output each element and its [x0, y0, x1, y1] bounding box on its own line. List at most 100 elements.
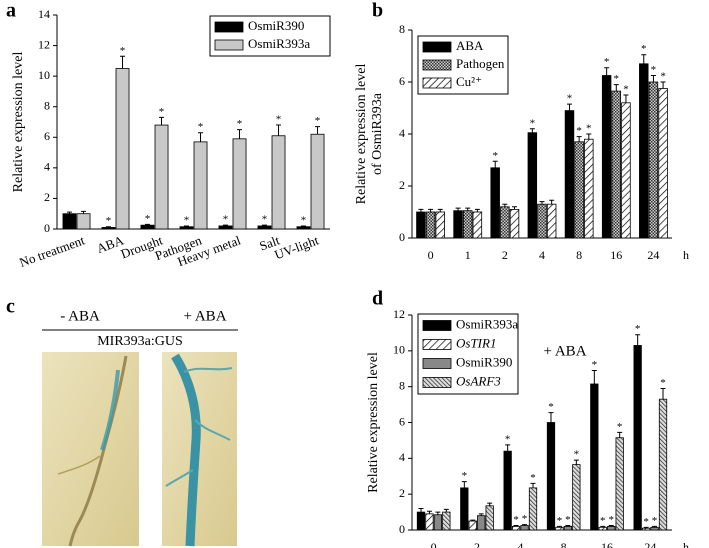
error-bar: [470, 519, 476, 522]
y-tick-label: 0: [399, 522, 405, 536]
x-tick-label: 24: [644, 540, 656, 548]
significance-mark: *: [641, 43, 647, 55]
legend-label: OsmiR390: [456, 354, 512, 369]
legend-swatch: [422, 77, 452, 89]
x-axis-label: h: [683, 540, 689, 548]
legend-label: OsmiR393a: [456, 316, 518, 331]
x-tick-label: Salt: [257, 232, 281, 253]
error-bar: [549, 199, 555, 205]
error-bar: [81, 210, 87, 214]
x-axis-label: h: [683, 248, 689, 262]
x-tick-label: 1: [465, 248, 471, 262]
y-tick-label: 0: [399, 230, 405, 244]
error-bar: [635, 334, 641, 346]
bar: [584, 138, 594, 239]
bar: [503, 450, 512, 531]
significance-mark: *: [522, 513, 528, 525]
bar: [490, 167, 500, 239]
error-bar: [513, 525, 519, 527]
error-bar: [237, 129, 243, 139]
x-tick-label: 16: [601, 540, 613, 548]
x-tick-label: 2: [474, 540, 480, 548]
annotation: + ABA: [543, 343, 586, 359]
error-bar: [660, 387, 666, 400]
lateral-root: [165, 367, 233, 487]
legend-swatch: [422, 41, 452, 53]
bar: [520, 525, 529, 531]
x-tick-label: 0: [431, 540, 437, 548]
significance-mark: *: [660, 71, 666, 83]
y-tick-label: 0: [44, 221, 50, 235]
x-tick-label: No treatment: [17, 232, 87, 270]
significance-mark: *: [643, 516, 649, 528]
bar: [271, 135, 286, 230]
y-tick-label: 4: [399, 126, 405, 140]
error-bar: [600, 525, 606, 528]
gus-stained-root: [171, 353, 201, 547]
bar: [433, 514, 443, 531]
significance-mark: *: [505, 433, 511, 445]
error-bar: [443, 508, 449, 513]
bar: [477, 515, 486, 531]
construct-label: MIR393a:GUS: [97, 334, 183, 349]
bar: [296, 226, 311, 230]
error-bar: [461, 481, 467, 488]
significance-mark: *: [513, 514, 519, 526]
bar: [179, 226, 194, 230]
lateral-root: [57, 455, 101, 475]
bar: [468, 520, 477, 531]
bar: [416, 511, 426, 531]
error-bar: [512, 206, 518, 210]
error-bar: [617, 431, 623, 438]
y-tick-label: 6: [399, 414, 405, 428]
significance-mark: *: [145, 213, 151, 225]
bar: [537, 203, 547, 239]
error-bar: [66, 211, 72, 214]
error-bar: [660, 81, 666, 89]
condition-label: - ABA: [60, 308, 100, 324]
root: [68, 355, 128, 547]
error-bar: [478, 513, 484, 516]
error-bar: [565, 525, 571, 527]
legend-label: Cu²⁺: [456, 74, 482, 89]
significance-mark: *: [574, 449, 580, 461]
significance-mark: *: [652, 515, 658, 527]
error-bar: [529, 128, 535, 133]
error-bar: [487, 502, 493, 506]
legend-swatch: [422, 377, 452, 388]
error-bar: [435, 511, 441, 515]
bar: [101, 227, 116, 230]
legend-swatch: [422, 59, 452, 71]
significance-mark: *: [315, 115, 321, 127]
legend: ABA Pathogen Cu²⁺: [417, 35, 509, 95]
legend-swatch: [214, 39, 244, 51]
bar: [574, 141, 584, 239]
error-bar: [652, 525, 658, 528]
bar: [598, 526, 607, 531]
significance-mark: *: [548, 401, 554, 413]
error-bar: [418, 508, 424, 513]
x-tick-label: UV-light: [272, 232, 320, 262]
significance-mark: *: [608, 514, 614, 526]
bar: [564, 110, 575, 239]
significance-mark: *: [262, 214, 268, 226]
error-bar: [530, 482, 536, 488]
error-bar: [548, 412, 554, 423]
error-bar: [586, 133, 592, 140]
bar: [62, 213, 77, 230]
bar: [218, 225, 233, 230]
x-tick-label: 8: [576, 248, 582, 262]
error-bar: [522, 524, 528, 526]
error-bar: [474, 208, 480, 212]
bar: [453, 210, 463, 239]
y-tick-label: 8: [399, 378, 405, 392]
legend-swatch: [422, 320, 452, 331]
error-bar: [641, 54, 647, 64]
x-tick-label: 8: [561, 540, 567, 548]
error-bar: [502, 203, 508, 207]
y-tick-label: 4: [44, 160, 50, 174]
error-bar: [198, 132, 204, 142]
error-bar: [591, 370, 597, 384]
